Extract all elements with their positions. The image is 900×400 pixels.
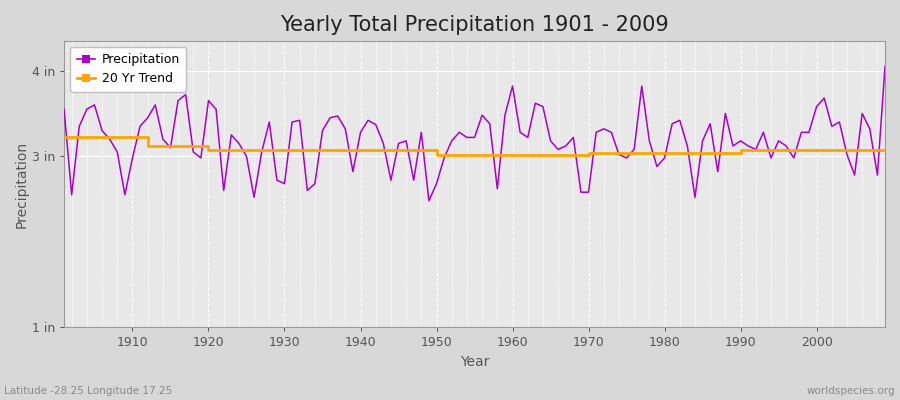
Text: worldspecies.org: worldspecies.org bbox=[807, 386, 896, 396]
Legend: Precipitation, 20 Yr Trend: Precipitation, 20 Yr Trend bbox=[70, 47, 186, 92]
Text: Latitude -28.25 Longitude 17.25: Latitude -28.25 Longitude 17.25 bbox=[4, 386, 173, 396]
Y-axis label: Precipitation: Precipitation bbox=[15, 140, 29, 228]
Title: Yearly Total Precipitation 1901 - 2009: Yearly Total Precipitation 1901 - 2009 bbox=[280, 15, 669, 35]
X-axis label: Year: Year bbox=[460, 355, 490, 369]
